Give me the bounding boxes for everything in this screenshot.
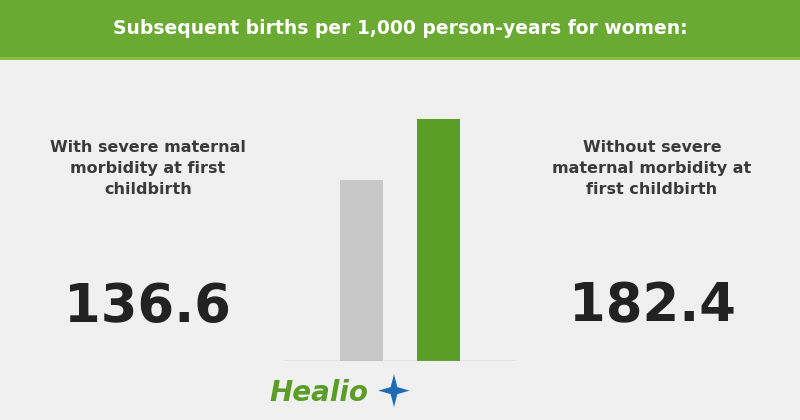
- Bar: [418, 119, 460, 361]
- Text: Healio: Healio: [269, 379, 368, 407]
- Text: Without severe
maternal morbidity at
first childbirth: Without severe maternal morbidity at fir…: [552, 139, 752, 197]
- Text: 182.4: 182.4: [569, 281, 735, 333]
- PathPatch shape: [378, 374, 410, 407]
- Text: With severe maternal
morbidity at first
childbirth: With severe maternal morbidity at first …: [50, 139, 246, 197]
- Text: Subsequent births per 1,000 person-years for women:: Subsequent births per 1,000 person-years…: [113, 19, 687, 38]
- Text: 136.6: 136.6: [65, 281, 231, 333]
- Bar: [340, 180, 382, 361]
